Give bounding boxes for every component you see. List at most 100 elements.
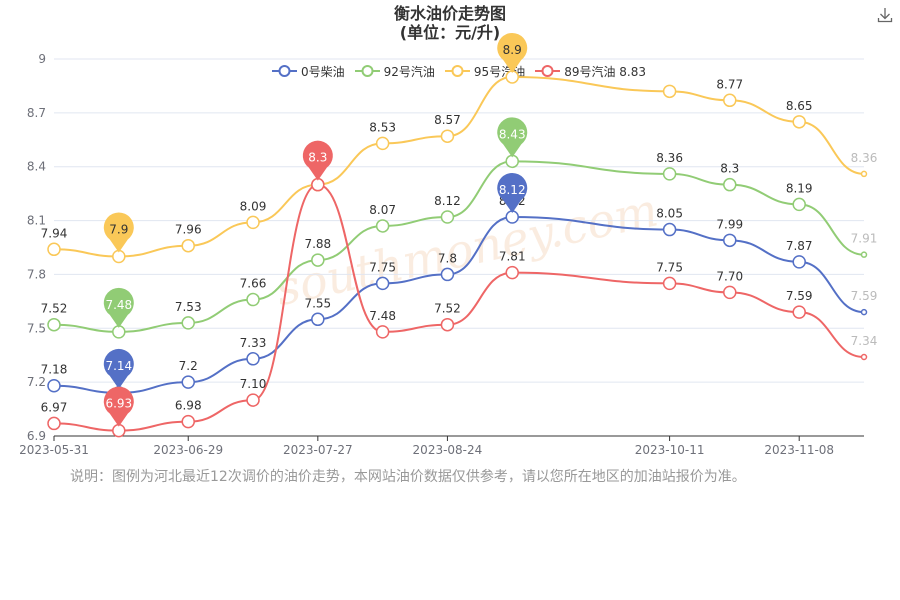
legend-item[interactable]: 92号汽油 [354, 63, 435, 80]
legend-line-icon [444, 65, 470, 77]
data-label: 8.3 [720, 162, 739, 176]
marker-pin [497, 117, 528, 158]
data-point [440, 129, 455, 143]
data-point [47, 416, 61, 431]
y-tick-label: 9 [38, 52, 46, 66]
chart-title: 衡水油价走势图 (单位：元/升) [0, 4, 900, 42]
data-point [440, 210, 455, 224]
data-label: 7.55 [304, 296, 331, 310]
data-point [246, 352, 260, 366]
data-point [311, 312, 325, 327]
data-label: 8.36 [656, 151, 683, 165]
marker-label: 8.3 [308, 151, 327, 165]
data-point [375, 136, 390, 151]
data-point [860, 251, 868, 258]
data-point [723, 233, 737, 248]
x-tick-label: 2023-08-24 [413, 443, 483, 457]
marker-pin [103, 212, 134, 253]
data-point [723, 93, 737, 108]
data-label: 7.96 [175, 223, 202, 237]
data-label: 8.09 [240, 199, 267, 213]
marker-label: 7.9 [109, 222, 128, 236]
data-label: 7.52 [434, 302, 461, 316]
data-point [440, 267, 455, 282]
x-tick-label: 2023-10-11 [635, 443, 705, 457]
data-point [375, 276, 390, 291]
data-label: 8.57 [434, 113, 461, 127]
data-label: 7.99 [716, 217, 743, 231]
data-point [662, 222, 677, 237]
y-tick-label: 7.5 [27, 321, 46, 335]
data-label: 8.36 [851, 151, 878, 165]
data-point [47, 242, 61, 257]
data-point [860, 308, 868, 316]
data-label: 7.34 [851, 334, 878, 348]
data-label: 7.59 [786, 289, 813, 303]
data-point [505, 265, 519, 280]
data-label: 8.12 [434, 194, 461, 208]
data-point [181, 414, 195, 429]
data-point [246, 215, 260, 230]
data-point [662, 276, 677, 291]
marker-pin [497, 32, 528, 73]
marker-pin [497, 172, 528, 213]
data-label: 7.66 [240, 277, 267, 291]
line-chart: southmoney.com6.97.27.57.88.18.48.792023… [19, 32, 878, 457]
data-label: 7.87 [786, 239, 813, 253]
y-tick-label: 7.2 [27, 375, 46, 389]
x-tick-label: 2023-11-08 [764, 443, 834, 457]
data-point [723, 285, 737, 300]
marker-label: 6.93 [105, 397, 132, 411]
marker-label: 8.12 [499, 183, 526, 197]
x-tick-label: 2023-05-31 [19, 443, 89, 457]
marker-pin [103, 348, 134, 389]
y-tick-label: 8.4 [27, 160, 46, 174]
chart-note: 说明：图例为河北最近12次调价的油价走势，本网站油价数据仅供参考，请以您所在地区… [70, 469, 746, 485]
marker-label: 7.14 [105, 359, 132, 373]
data-point [246, 393, 260, 407]
data-label: 7.52 [41, 302, 68, 316]
data-label: 8.53 [369, 120, 396, 134]
data-point [311, 253, 325, 267]
y-tick-label: 8.7 [27, 106, 46, 120]
data-point [181, 375, 195, 389]
data-label: 7.33 [240, 336, 267, 350]
x-tick-label: 2023-07-27 [283, 443, 353, 457]
data-label: 8.19 [786, 181, 813, 195]
data-point [181, 316, 195, 330]
legend-label: 0号柴油 [301, 64, 345, 79]
data-point [860, 170, 868, 178]
data-label: 8.07 [369, 203, 396, 217]
legend-item[interactable]: 89号汽油 8.83 [535, 63, 646, 80]
marker-pin [103, 386, 134, 427]
download-icon[interactable] [876, 6, 894, 24]
data-label: 7.88 [304, 237, 331, 251]
data-point [792, 255, 806, 269]
data-label: 7.8 [438, 251, 457, 265]
data-point [792, 197, 806, 212]
data-point [662, 167, 677, 181]
y-tick-label: 6.9 [27, 429, 46, 443]
data-label: 7.94 [41, 226, 68, 240]
marker-pin [302, 140, 333, 181]
chart-title-line1: 衡水油价走势图 [393, 4, 506, 23]
legend-item[interactable]: 0号柴油 [272, 63, 345, 80]
data-label: 7.10 [240, 377, 267, 391]
data-label: 6.98 [175, 399, 202, 413]
marker-label: 7.48 [105, 298, 132, 312]
data-point [375, 325, 390, 339]
data-label: 7.59 [851, 289, 878, 303]
data-label: 7.18 [41, 363, 68, 377]
data-point [47, 317, 61, 332]
data-point [662, 84, 677, 99]
data-point [440, 317, 455, 332]
data-point [792, 305, 806, 319]
data-label: 7.48 [369, 309, 396, 323]
legend-label: 92号汽油 [383, 64, 435, 79]
data-label: 6.97 [41, 400, 68, 414]
data-label: 7.53 [175, 300, 202, 314]
data-label: 7.75 [369, 260, 396, 274]
chart-title-line2: (单位：元/升) [399, 23, 501, 42]
data-point [181, 238, 195, 253]
data-label: 7.75 [656, 260, 683, 274]
